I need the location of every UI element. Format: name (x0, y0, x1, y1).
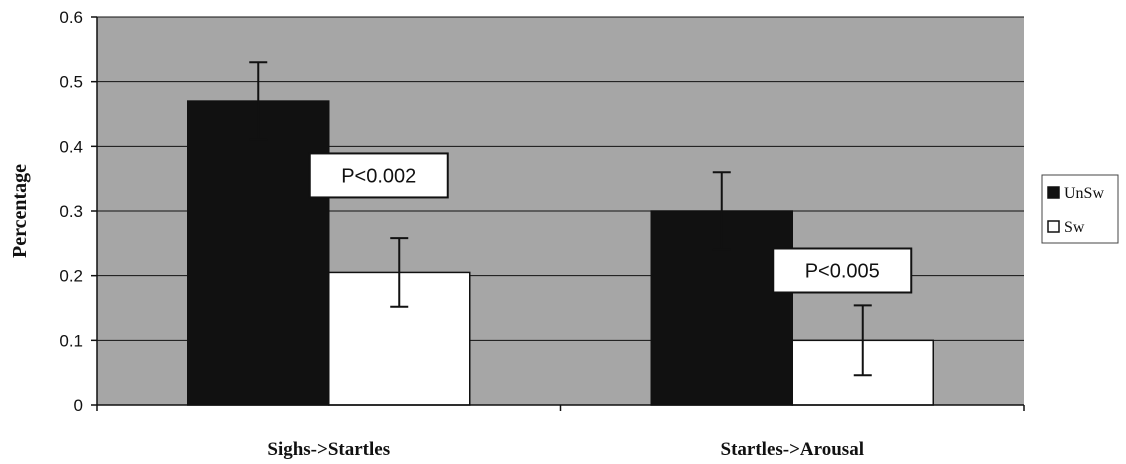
x-tick-labels: Sighs->Startles Startles->Arousal (267, 439, 864, 460)
error-bars (249, 61, 872, 377)
y-tick-label: 0.5 (59, 73, 83, 92)
legend-label: Sw (1064, 219, 1085, 236)
x-tick-label: Startles->Arousal (721, 439, 864, 460)
y-tick-label: 0.4 (59, 137, 83, 156)
x-tick-label: Sighs->Startles (267, 439, 390, 460)
y-tick-labels: 0 0.1 0.2 0.3 0.4 0.5 0.6 (59, 8, 83, 415)
y-tick-label: 0 (74, 396, 83, 415)
legend-swatch (1047, 220, 1060, 233)
annotations: P<0.002 P<0.005 (308, 152, 913, 294)
axes (91, 16, 1025, 411)
y-tick-label: 0.1 (59, 331, 83, 350)
legend-swatch (1047, 186, 1060, 199)
y-tick-label: 0.6 (59, 8, 83, 27)
annotation-text: P<0.002 (341, 165, 416, 187)
y-axis-label: Percentage (9, 164, 31, 258)
y-tick-label: 0.2 (59, 267, 83, 286)
legend: UnSw Sw (1041, 174, 1119, 244)
legend-label: UnSw (1064, 185, 1104, 202)
bars (187, 100, 934, 406)
bar-unsw-1 (187, 100, 330, 406)
annotation-box (308, 152, 449, 199)
annotation-text: P<0.005 (805, 260, 880, 282)
y-tick-label: 0.3 (59, 202, 83, 221)
annotation-box (772, 247, 913, 294)
